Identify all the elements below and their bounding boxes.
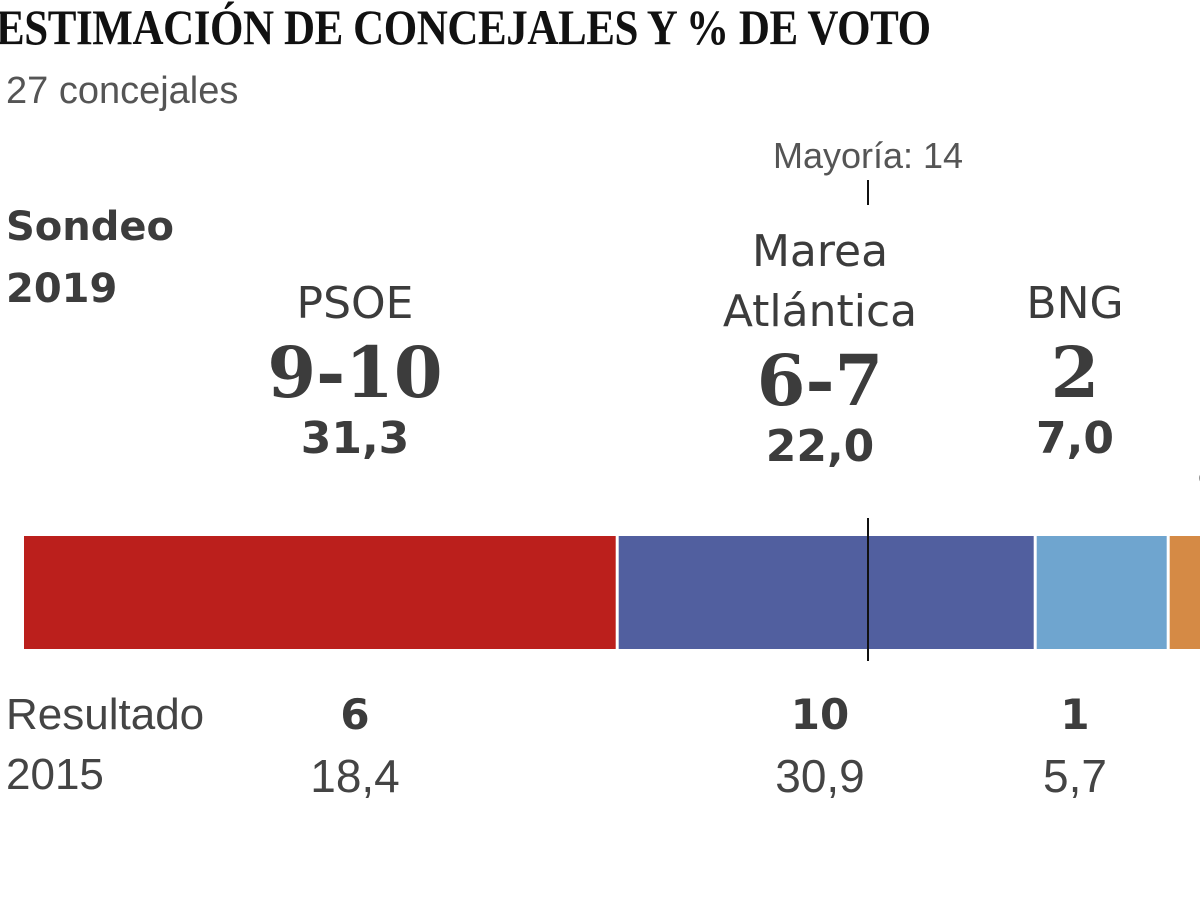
series-label-poll: Sondeo 2019 <box>6 196 174 320</box>
party-pct-2015: 30,9 <box>775 750 865 802</box>
party-name: PSOE <box>296 278 414 329</box>
party-pct-2015: 5,7 <box>1043 750 1107 802</box>
bar-segment-clipped <box>1169 536 1200 649</box>
party-pct-2019: 31,3 <box>300 413 410 464</box>
series-label-poll-line: 2019 <box>6 266 118 312</box>
party-name: BNG <box>1026 278 1124 329</box>
series-label-previous-line: 2015 <box>6 750 104 799</box>
party-seats-2015: 1 <box>1060 690 1090 739</box>
party-seats-2019: 2 <box>1050 331 1100 414</box>
previous-result-marea-atlantica: 10 30,9 <box>775 685 865 807</box>
previous-result-psoe: 6 18,4 <box>310 685 400 807</box>
party-seats-2019: 6-7 <box>756 339 884 422</box>
party-name: Marea <box>751 226 889 277</box>
majority-label: Mayoría: 14 <box>772 135 964 176</box>
chart-subtitle: 27 concejales <box>6 70 239 112</box>
party-pct-2019: 7,0 <box>1036 413 1114 464</box>
bar-segment-marea-atlantica <box>618 536 1034 649</box>
previous-result-bng: 1 5,7 <box>1043 685 1107 807</box>
party-label-marea-atlantica: Marea Atlántica 6-7 22,0 <box>723 222 917 474</box>
party-pct-2019: 8 <box>1197 446 1200 500</box>
party-pct-2019: 22,0 <box>765 421 875 472</box>
party-name: Atlántica <box>722 286 918 337</box>
series-label-previous-line: Resultado <box>6 690 205 739</box>
party-label-psoe: PSOE 9-10 31,3 <box>267 274 442 466</box>
bar-segment-psoe <box>24 536 616 649</box>
chart-title: ESTIMACIÓN DE CONCEJALES Y % DE VOTO <box>0 0 931 55</box>
series-label-previous: Resultado 2015 <box>6 685 204 805</box>
party-pct-2015: 18,4 <box>310 750 400 802</box>
party-seats-2015: 6 <box>340 690 370 739</box>
bar-segment-bng <box>1036 536 1167 649</box>
series-label-poll-line: Sondeo <box>6 204 175 250</box>
party-label-bng: BNG 2 7,0 <box>1026 274 1123 466</box>
party-seats-2019: 9-10 <box>267 331 443 414</box>
party-seats-2015: 10 <box>790 690 850 739</box>
party-label-clipped: 8 <box>1197 446 1200 500</box>
